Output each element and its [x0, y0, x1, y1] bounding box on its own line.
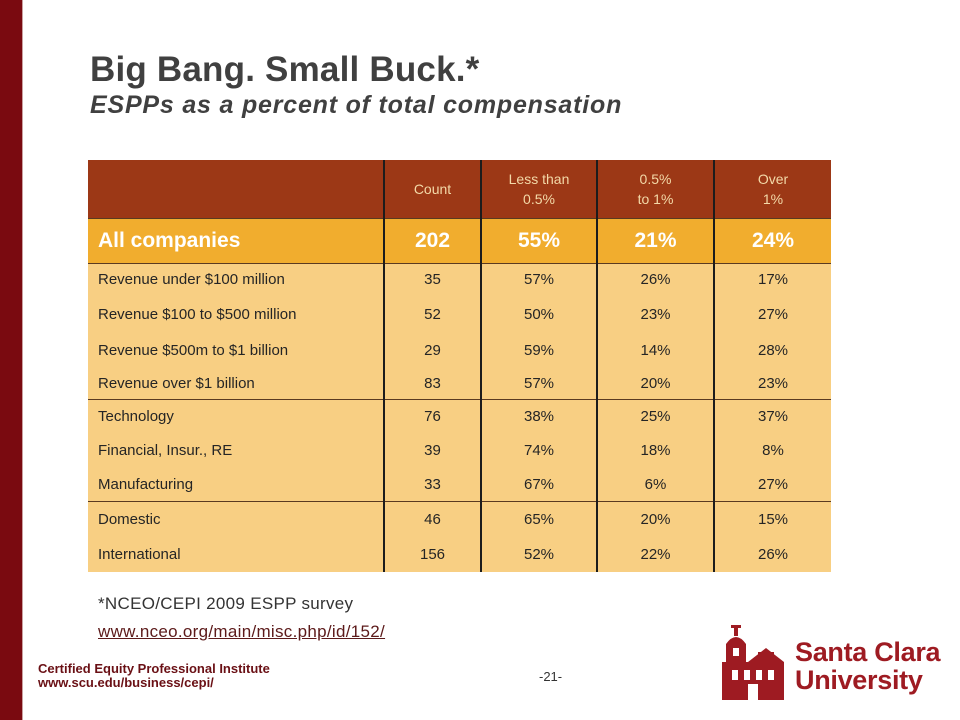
mission-church-icon [722, 625, 784, 700]
table-cell: 20% [596, 368, 714, 399]
header-cell-blank [88, 160, 384, 218]
page-number: -21- [539, 669, 563, 684]
institute-name: Certified Equity Professional Institute [38, 661, 270, 676]
table-cell: 38% [480, 398, 597, 433]
table-cell: 39 [383, 433, 481, 468]
table-cell: 83 [383, 368, 481, 399]
table-header-row: Count Less than 0.5% 0.5% to 1% Over 1% [88, 160, 831, 218]
table-cell: 28% [713, 333, 831, 368]
survey-footnote: *NCEO/CEPI 2009 ESPP survey [98, 594, 354, 613]
slide-title: Big Bang. Small Buck.* [90, 50, 480, 89]
table-cell: 57% [480, 263, 597, 296]
left-accent-bar [0, 0, 22, 720]
table-cell: Revenue over $1 billion [98, 374, 255, 392]
table-cell: Revenue $100 to $500 million [98, 306, 297, 323]
table-cell: 26% [596, 263, 714, 296]
header-cell-less-than-half: Less than 0.5% [480, 160, 597, 218]
table-cell: 17% [713, 263, 831, 296]
table-cell: Financial, Insur., RE [98, 442, 233, 459]
header-text: Over 1% [757, 170, 789, 207]
table-cell: 23% [596, 296, 714, 333]
table-cell: 15% [713, 500, 831, 537]
table-row: Revenue $500m to $1 billion 29 59% 14% 2… [88, 333, 831, 368]
table-cell: 37% [713, 398, 831, 433]
table-cell: Revenue $500m to $1 billion [98, 342, 289, 359]
table-cell: 59% [480, 333, 597, 368]
table-cell: 18% [596, 433, 714, 468]
header-text: 0.5% to 1% [637, 170, 674, 207]
table-row: International 156 52% 22% 26% [88, 537, 831, 572]
table-cell: 76 [383, 398, 481, 433]
table-cell: 52 [383, 296, 481, 333]
table-cell: 26% [713, 537, 831, 572]
table-cell: Manufacturing [98, 475, 194, 493]
all-companies-row: All companies 202 55% 21% 24% [88, 217, 831, 264]
logo-text-line1: Santa Clara [795, 637, 941, 667]
nceo-link[interactable]: www.nceo.org/main/misc.php/id/152/ [98, 622, 386, 641]
table-cell: International [98, 546, 181, 563]
table-cell: 14% [596, 333, 714, 368]
table-cell: 25% [596, 398, 714, 433]
table-cell: 50% [480, 296, 597, 333]
table-cell: 52% [480, 537, 597, 572]
table-row: Revenue $100 to $500 million 52 50% 23% … [88, 296, 831, 333]
table-cell: 46 [383, 500, 481, 537]
table-cell: 55% [480, 217, 597, 264]
table-row: Revenue under $100 million 35 57% 26% 17… [88, 263, 831, 296]
table-cell: Technology [88, 398, 384, 433]
table-cell: 27% [713, 468, 831, 501]
table-cell: 35 [383, 263, 481, 296]
table-cell: 27% [713, 296, 831, 333]
table-cell: 6% [596, 468, 714, 501]
table-row: Financial, Insur., RE 39 74% 18% 8% [88, 433, 831, 468]
institute-url: www.scu.edu/business/cepi/ [38, 675, 214, 690]
table-cell: 8% [713, 433, 831, 468]
table-cell: 202 [383, 217, 481, 264]
table-cell: All companies [88, 217, 384, 264]
table-cell: 156 [383, 537, 481, 572]
table-cell: 24% [713, 217, 831, 264]
espp-table: Count Less than 0.5% 0.5% to 1% Over 1% All… [88, 160, 831, 572]
table-cell: 67% [480, 468, 597, 501]
table-cell: 33 [383, 468, 481, 501]
header-cell-half-to-one: 0.5% to 1% [596, 160, 714, 218]
table-cell: 22% [596, 537, 714, 572]
logo-text-line2: University [795, 665, 923, 695]
table-row: Technology 76 38% 25% 37% [88, 398, 831, 433]
table-row: Domestic 46 65% 20% 15% [88, 500, 831, 537]
table-cell: Revenue under $100 million [98, 271, 285, 289]
table-row: Manufacturing 33 67% 6% 27% [88, 468, 831, 501]
table-cell: 57% [480, 368, 597, 399]
table-row: Revenue over $1 billion 83 57% 20% 23% [88, 368, 831, 399]
header-cell-over-one: Over 1% [713, 160, 831, 218]
table-cell: 65% [480, 500, 597, 537]
table-cell: 74% [480, 433, 597, 468]
table-cell: 20% [596, 500, 714, 537]
table-cell: 23% [713, 368, 831, 399]
table-cell: 21% [596, 217, 714, 264]
table-cell: 29 [383, 333, 481, 368]
left-accent-stripe [22, 0, 23, 720]
table-cell: Domestic [88, 500, 384, 537]
slide-subtitle: ESPPs as a percent of total compensation [90, 91, 623, 119]
header-cell-count: Count [383, 160, 481, 218]
header-text: Less than 0.5% [508, 170, 570, 207]
